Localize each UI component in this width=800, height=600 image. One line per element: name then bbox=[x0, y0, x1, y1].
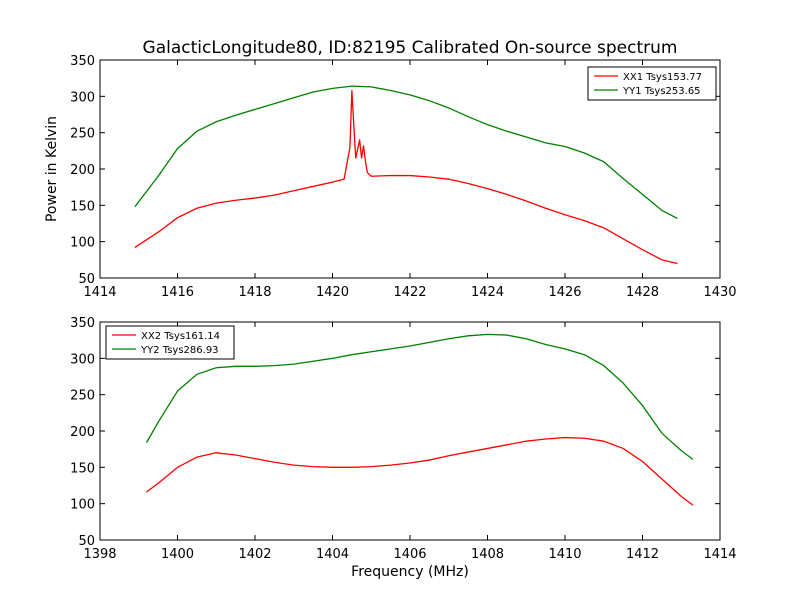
legend-box bbox=[105, 325, 235, 360]
x-tick-label: 1410 bbox=[548, 547, 581, 562]
legend-entry: XX1 Tsys153.77 bbox=[623, 72, 702, 83]
x-tick-label: 1428 bbox=[626, 285, 659, 300]
x-tick-label: 1408 bbox=[471, 547, 504, 562]
legend-entry: YY2 Tsys286.93 bbox=[140, 345, 219, 356]
figure-title: GalacticLongitude80, ID:82195 Calibrated… bbox=[143, 38, 678, 58]
y-tick-label: 50 bbox=[78, 272, 95, 287]
y-tick-label: 150 bbox=[70, 461, 95, 476]
x-tick-label: 1422 bbox=[393, 285, 426, 300]
x-tick-label: 1398 bbox=[83, 547, 116, 562]
y-tick-label: 250 bbox=[70, 389, 95, 404]
legend-entry: XX2 Tsys161.14 bbox=[141, 331, 220, 342]
x-tick-label: 1402 bbox=[238, 547, 271, 562]
x-tick-label: 1426 bbox=[548, 285, 581, 300]
lower-plot-panel: 1398 1400 1402 1404 1406 1408 1410 1412 1414 50 10… bbox=[70, 316, 736, 580]
y-tick-label: 300 bbox=[70, 90, 95, 105]
y-tick-label: 300 bbox=[70, 352, 95, 367]
series-line-xx2 bbox=[146, 436, 694, 506]
x-tick-label: 1416 bbox=[161, 285, 194, 300]
upper-plot-panel: 1414 1416 1418 1420 1422 1424 1426 1428 1430 50 10… bbox=[44, 54, 737, 300]
x-tick-label: 1420 bbox=[316, 285, 349, 300]
y-tick-label: 150 bbox=[70, 199, 95, 214]
y-axis-label: Power in Kelvin bbox=[44, 116, 60, 222]
x-tick-label: 1424 bbox=[471, 285, 504, 300]
x-axis-label: Frequency (MHz) bbox=[351, 564, 469, 580]
series-line-yy1 bbox=[134, 85, 678, 219]
y-tick-label: 200 bbox=[70, 163, 95, 178]
legend-box bbox=[587, 66, 717, 101]
y-tick-label: 50 bbox=[78, 534, 95, 549]
y-tick-label: 250 bbox=[70, 127, 95, 142]
x-tick-label: 1412 bbox=[626, 547, 659, 562]
legend-entry: YY1 Tsys253.65 bbox=[622, 86, 701, 97]
y-tick-label: 350 bbox=[70, 54, 95, 69]
y-tick-label: 100 bbox=[70, 498, 95, 513]
y-tick-label: 350 bbox=[70, 316, 95, 331]
y-tick-label: 100 bbox=[70, 236, 95, 251]
x-tick-label: 1418 bbox=[238, 285, 271, 300]
x-tick-label: 1400 bbox=[161, 547, 194, 562]
x-tick-label: 1414 bbox=[703, 547, 736, 562]
x-tick-label: 1430 bbox=[703, 285, 736, 300]
y-tick-label: 200 bbox=[70, 425, 95, 440]
x-tick-label: 1406 bbox=[393, 547, 426, 562]
x-tick-label: 1404 bbox=[316, 547, 349, 562]
series-line-yy2 bbox=[145, 333, 694, 460]
x-tick-label: 1414 bbox=[83, 285, 116, 300]
series-line-xx1 bbox=[134, 89, 678, 265]
